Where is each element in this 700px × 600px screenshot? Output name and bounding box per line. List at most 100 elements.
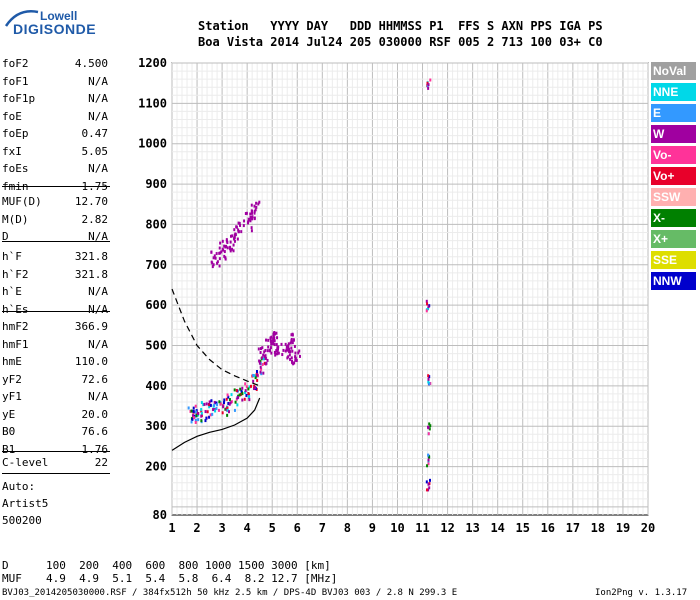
echo-point [427,453,430,457]
parameter-name: yF2 [2,372,22,386]
echo-point [231,247,234,251]
echo-point [240,230,243,234]
y-tick-label: 300 [145,419,167,433]
legend-item-ssw: SSW [651,188,696,206]
legend-item-e: E [651,104,696,122]
echo-point [230,400,233,404]
parameter-name: h`F [2,250,22,263]
parameter-row: h`F2 321.8 [2,268,108,283]
parameter-value: 76.6 [81,425,109,438]
echo-point [189,409,192,413]
echo-point [250,211,253,215]
echo-point [427,432,430,436]
parameter-name: B0 [2,425,16,438]
x-tick-label: 14 [490,521,504,535]
x-tick-label: 19 [616,521,630,535]
echo-point [200,409,203,413]
y-tick-label: 600 [145,298,167,312]
echo-point [212,263,215,267]
echo-point [289,341,292,345]
echo-point [239,223,242,227]
echo-point [273,339,276,343]
x-tick-label: 17 [566,521,580,535]
echo-point [428,427,431,431]
echo-point [251,217,254,221]
echo-point [429,381,432,385]
parameter-row: foF2 4.500 [2,57,108,72]
echo-point [233,228,236,232]
parameter-name: h`Es [2,302,29,316]
echo-point [265,338,268,342]
echo-point [241,398,244,402]
y-tick-label: 900 [145,177,167,191]
echo-point [194,410,197,414]
x-tick-label: 10 [390,521,404,535]
echo-point [244,390,247,394]
parameter-row: B1 1.76 [2,443,108,458]
parameter-name: D [2,230,9,243]
echo-point [190,409,193,413]
echo-point [270,341,273,345]
echo-point [427,482,430,486]
footer-version: Ion2Png v. 1.3.17 [595,588,688,598]
parameter-row: hmF1 N/A [2,338,108,353]
echo-point [291,359,294,363]
legend-item-x: X+ [651,230,696,248]
echo-point [239,387,242,391]
echo-point [245,211,248,215]
echo-point [286,348,289,352]
echo-point [236,237,239,241]
echo-point [226,246,229,250]
echo-point [223,244,226,248]
echo-point [191,417,194,421]
echo-point [256,378,259,382]
autoscaling-line3: 500200 [2,514,42,527]
echo-point [291,349,294,353]
ionogram-chart: 1 2 3 4 5 6 7 8 9 10 11 12 13 14 15 16 17 18 19 20802003004… [138,56,655,535]
echo-point [290,356,293,360]
parameter-row: yE 20.0 [2,408,108,423]
echo-point [426,464,429,468]
echo-point [251,215,254,219]
muf-table-muf-values: 4.9 4.9 5.1 5.4 5.8 6.4 8.2 12.7 [MHz] [46,572,338,585]
echo-point [426,81,429,85]
echo-point [218,400,221,404]
echo-point [427,374,430,378]
echo-point [257,347,260,351]
parameter-row: h`E N/A [2,285,108,300]
echo-point [220,250,223,254]
parameter-name: foF1 [2,74,29,88]
legend-item-w: W [651,125,696,143]
echo-point [245,385,248,389]
logo-brand-main: DIGISONDE [13,21,97,37]
echo-point [261,363,264,367]
echo-point [205,402,208,406]
echo-point [297,351,300,355]
echo-point [223,398,226,402]
echo-point [219,241,222,245]
echo-point [250,226,253,230]
echo-point [259,347,262,351]
echo-point [193,410,196,414]
echo-point [272,332,275,336]
parameter-row: B0 76.6 [2,425,108,440]
echo-point [203,402,206,406]
echo-point [254,386,257,390]
echo-point [200,407,203,411]
echo-point [426,302,429,306]
parameter-value: 5.05 [81,144,109,158]
y-tick-label: 1000 [138,137,167,151]
echo-point [240,389,243,393]
parameter-value: N/A [88,390,108,403]
parameter-row: yF1 N/A [2,390,108,405]
echo-point [293,361,296,365]
echo-point [298,349,301,353]
y-tick-label: 400 [145,379,167,393]
echo-point [428,382,431,386]
echo-point [212,256,215,260]
parameter-row: foE N/A [2,110,108,125]
echo-point [294,351,297,355]
echo-point [295,359,298,363]
echo-point [248,395,251,399]
echo-point [229,401,232,405]
